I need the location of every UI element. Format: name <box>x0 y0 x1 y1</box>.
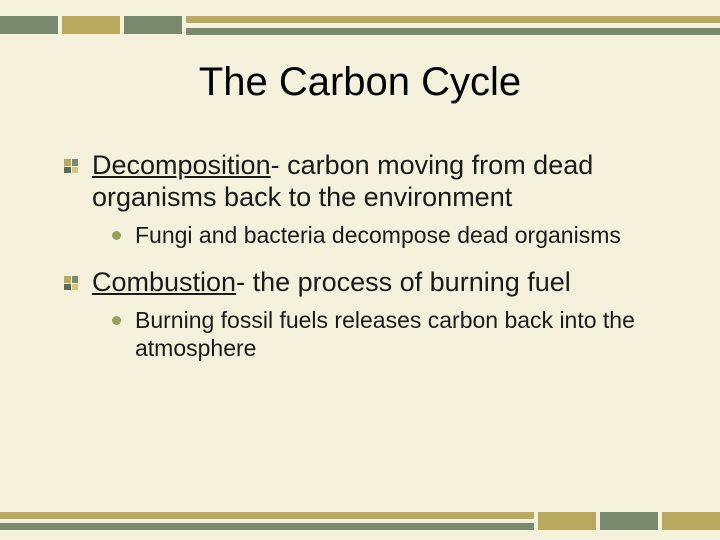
top-left-segments <box>0 16 182 34</box>
term: Decomposition <box>92 150 271 180</box>
quad-bullet-icon <box>64 159 78 173</box>
slide-body: Decomposition- carbon moving from dead o… <box>64 150 680 380</box>
bottom-long-bar <box>0 512 534 519</box>
segment <box>124 16 182 34</box>
segment <box>62 16 120 34</box>
lvl1-text: Combustion- the process of burning fuel <box>92 267 571 299</box>
bullet-lvl2: Burning fossil fuels releases carbon bac… <box>112 307 680 362</box>
segment <box>538 512 596 530</box>
lvl1-text: Decomposition- carbon moving from dead o… <box>92 150 680 214</box>
top-long-bar-under <box>186 28 720 35</box>
circle-bullet-icon <box>112 316 121 325</box>
lvl2-text: Fungi and bacteria decompose dead organi… <box>135 222 621 250</box>
definition: - the process of burning fuel <box>236 267 571 297</box>
term: Combustion <box>92 267 236 297</box>
top-long-bar <box>186 16 720 23</box>
quad-bullet-icon <box>64 276 78 290</box>
bullet-lvl2: Fungi and bacteria decompose dead organi… <box>112 222 680 250</box>
segment <box>662 512 720 530</box>
lvl2-text: Burning fossil fuels releases carbon bac… <box>135 307 680 362</box>
circle-bullet-icon <box>112 231 121 240</box>
bottom-right-segments <box>534 512 720 530</box>
bullet-lvl1: Decomposition- carbon moving from dead o… <box>64 150 680 214</box>
segment <box>600 512 658 530</box>
bottom-long-bar-under <box>0 523 534 530</box>
bullet-lvl1: Combustion- the process of burning fuel <box>64 267 680 299</box>
slide-title: The Carbon Cycle <box>0 60 720 105</box>
segment <box>0 16 58 34</box>
